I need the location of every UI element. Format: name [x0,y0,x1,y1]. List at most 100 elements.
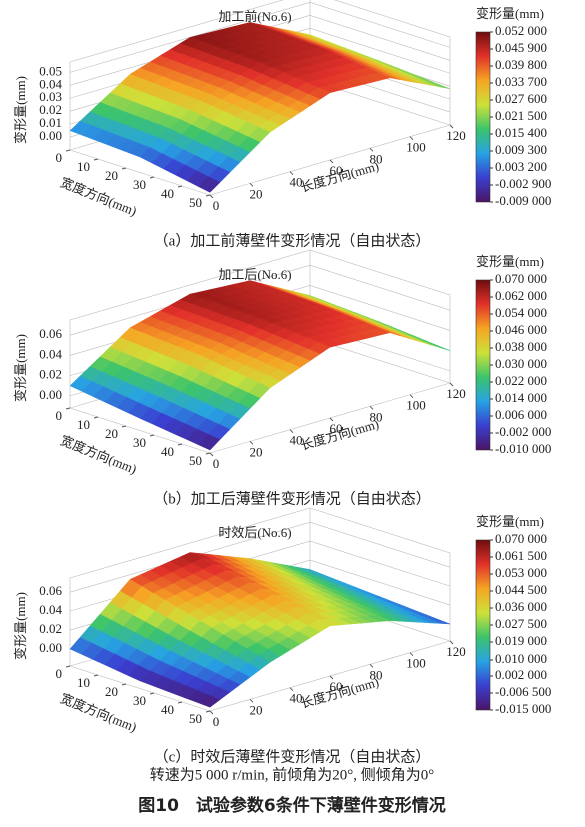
colorbar-tick-label: 0.045 900 [495,40,547,55]
x-tick-label: 40 [290,175,303,190]
z-tick-label: 0.04 [39,76,62,91]
colorbar-tick-label: 0.070 000 [495,531,547,546]
y-tick-label: 10 [77,675,90,690]
surface-plot: 0.00 0.02 0.04 0.06 0 20 40 60 80 100 120 0 10 20 30 40… [13,507,551,765]
colorbar-tick-label: -0.002 900 [495,176,551,191]
axis-wall [69,507,311,666]
x-tick-label: 60 [330,421,343,436]
surface-cell [197,176,221,193]
colorbar-tick-label: 0.036 000 [495,599,547,614]
z-tick-label: 0.03 [39,89,62,104]
x-tick [289,429,294,434]
x-tick-label: 20 [250,702,263,717]
y-tick-label: 0 [56,666,63,681]
colorbar-tick-label: 0.044 500 [495,582,547,597]
caption: （a）加工前薄壁件变形情况（自由状态） [154,232,431,249]
x-tick-label: 40 [290,433,303,448]
x-tick-label: 40 [290,691,303,706]
grid-line [69,521,451,593]
x-tick-label: 120 [446,128,466,143]
y-tick [65,407,71,410]
x-tick-label: 20 [250,444,263,459]
caption: （c）时效后薄壁件变形情况（自由状态） [154,748,431,765]
colorbar [475,31,491,203]
x-tick [409,394,414,399]
grid-line [69,264,451,336]
colorbar-tick-label: 0.014 000 [495,390,547,405]
y-tick-label: 20 [105,426,118,441]
x-tick [289,687,294,692]
x-tick [249,182,254,187]
x-tick [369,147,374,152]
colorbar-tick-label: -0.009 000 [495,193,551,208]
colorbar-label: 变形量(mm) [476,514,544,529]
y-tick-label: 50 [189,453,202,468]
y-tick-label: 10 [77,417,90,432]
y-tick-label: 0 [56,408,63,423]
y-tick [93,416,99,419]
y-tick [149,176,155,179]
colorbar-tick-label: 0.052 000 [495,23,547,38]
y-tick [205,452,211,455]
y-tick-label: 0 [56,150,63,165]
x-tick [449,640,454,645]
colorbar-tick-label: 0.038 000 [495,339,547,354]
colorbar-tick-label: 0.054 000 [495,305,547,320]
x-tick-label: 0 [213,456,220,471]
y-tick [177,185,183,188]
x-tick-label: 120 [446,386,466,401]
colorbar [475,539,491,711]
y-axis-label: 宽度方向(mm) [58,690,139,734]
x-tick-label: 80 [370,151,383,166]
colorbar-tick-label: 0.033 700 [495,74,547,89]
z-tick-label: 0.06 [39,326,62,341]
y-tick [65,149,71,152]
x-tick-label: 100 [406,656,426,671]
y-tick-label: 30 [133,177,146,192]
figure-note: 转速为5 000 r/min, 前倾角为20°, 侧倾角为0° [150,766,435,783]
y-tick [177,701,183,704]
x-tick-label: 60 [330,679,343,694]
y-tick-label: 30 [133,435,146,450]
z-tick-label: 0.04 [39,346,62,361]
colorbar-tick-label: -0.015 000 [495,701,551,716]
caption: （b）加工后薄壁件变形情况（自由状态） [153,490,431,507]
surface-cell [197,694,221,708]
z-tick-label: 0.02 [39,102,62,117]
y-tick-label: 10 [77,159,90,174]
surface-plot: 0.00 0.02 0.04 0.06 0 20 40 60 80 100 120 0 10 20 30 40… [13,249,551,507]
colorbar-label: 变形量(mm) [476,254,544,269]
colorbar-tick-label: -0.006 500 [495,684,551,699]
x-tick [369,405,374,410]
x-tick [329,159,334,164]
colorbar-tick-label: 0.021 500 [495,108,547,123]
z-tick-label: 0.00 [39,128,62,143]
z-axis-label: 变形量(mm) [13,76,28,144]
colorbar-tick-label: 0.039 800 [495,57,547,72]
colorbar-label: 变形量(mm) [476,6,544,21]
z-tick-label: 0.04 [39,602,62,617]
y-axis-label: 宽度方向(mm) [58,432,139,476]
z-axis-label: 变形量(mm) [13,334,28,402]
x-tick [289,171,294,176]
x-tick [449,124,454,129]
y-tick-label: 50 [189,711,202,726]
chart-title: 时效后(No.6) [218,525,291,540]
y-tick-label: 40 [161,186,174,201]
colorbar-tick-label: 0.010 000 [495,651,547,666]
chart-title: 加工后(No.6) [218,267,291,282]
z-tick-label: 0.02 [39,367,62,382]
y-tick [177,443,183,446]
x-tick-label: 0 [213,714,220,729]
z-tick-label: 0.01 [39,115,62,130]
colorbar [475,279,491,451]
y-tick-label: 40 [161,444,174,459]
colorbar-tick-label: 0.019 000 [495,633,547,648]
axis-wall [333,0,451,125]
y-axis-label: 宽度方向(mm) [58,174,139,218]
y-tick-label: 50 [189,195,202,210]
x-tick [329,675,334,680]
colorbar-tick-label: 0.002 000 [495,667,547,682]
y-tick [149,692,155,695]
